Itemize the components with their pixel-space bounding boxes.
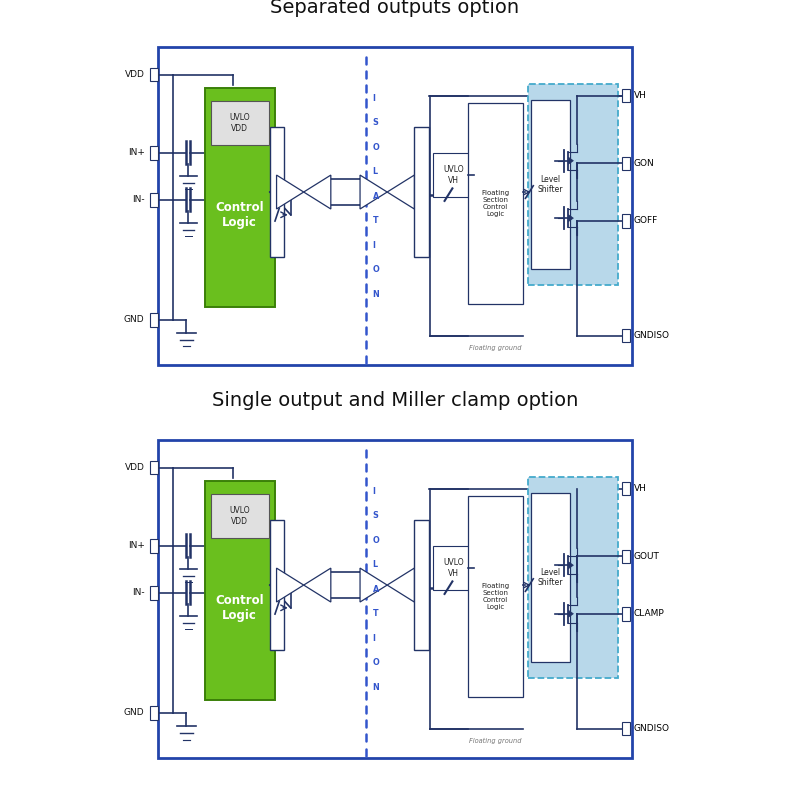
Bar	[433, 153, 474, 197]
Text: IN+: IN+	[128, 542, 145, 550]
Polygon shape	[569, 562, 574, 569]
Text: L: L	[373, 168, 378, 176]
Polygon shape	[360, 569, 387, 602]
Bar	[150, 461, 157, 475]
Bar	[211, 101, 269, 145]
Polygon shape	[303, 175, 331, 209]
Text: O: O	[373, 143, 379, 152]
Text: Level
Shifter: Level Shifter	[537, 568, 563, 588]
Text: VH: VH	[634, 91, 646, 100]
Text: Level
Shifter: Level Shifter	[537, 175, 563, 195]
Bar	[211, 494, 269, 538]
Polygon shape	[276, 175, 303, 209]
Polygon shape	[569, 611, 574, 617]
Text: Floating
Section
Control
Logic: Floating Section Control Logic	[481, 191, 510, 218]
Text: N: N	[373, 683, 379, 692]
Text: GNDISO: GNDISO	[634, 331, 669, 340]
Bar	[150, 706, 157, 719]
Bar	[528, 84, 618, 285]
Title: Single output and Miller clamp option: Single output and Miller clamp option	[212, 391, 578, 410]
Bar	[622, 214, 630, 228]
Bar	[528, 477, 618, 678]
Text: I: I	[373, 94, 375, 102]
Polygon shape	[569, 214, 574, 222]
Text: A: A	[373, 584, 379, 594]
Bar	[157, 440, 633, 758]
Text: I: I	[373, 241, 375, 250]
Text: N: N	[373, 290, 379, 299]
Bar	[157, 47, 633, 365]
Text: GOUT: GOUT	[634, 552, 660, 561]
Text: CLAMP: CLAMP	[634, 609, 664, 619]
Text: I: I	[373, 487, 375, 495]
Text: Control
Logic: Control Logic	[216, 594, 264, 622]
Text: VDD: VDD	[125, 70, 145, 79]
Polygon shape	[387, 569, 414, 602]
Text: GNDISO: GNDISO	[634, 724, 669, 733]
Title: Separated outputs option: Separated outputs option	[270, 0, 520, 17]
Text: GND: GND	[124, 708, 145, 718]
Bar	[468, 103, 523, 304]
Text: UVLO
VH: UVLO VH	[443, 558, 464, 578]
Bar	[269, 520, 284, 650]
Text: T: T	[373, 609, 378, 619]
Text: GON: GON	[634, 159, 654, 168]
Text: IN-: IN-	[132, 588, 145, 597]
Bar	[414, 520, 429, 650]
Bar	[205, 87, 275, 306]
Text: VDD: VDD	[125, 463, 145, 472]
Polygon shape	[387, 175, 414, 209]
Text: IN-: IN-	[132, 195, 145, 204]
Text: I: I	[373, 634, 375, 643]
Bar	[622, 89, 630, 102]
Text: L: L	[373, 561, 378, 569]
Text: T: T	[373, 216, 378, 225]
Bar	[531, 493, 570, 662]
Bar	[622, 722, 630, 735]
Bar	[150, 586, 157, 599]
Polygon shape	[276, 569, 303, 602]
Bar	[433, 546, 474, 590]
Text: IN+: IN+	[128, 148, 145, 157]
Text: S: S	[373, 118, 378, 127]
Text: Floating ground: Floating ground	[469, 738, 521, 744]
Text: A: A	[373, 191, 379, 201]
Bar	[150, 539, 157, 553]
Bar	[150, 313, 157, 326]
Text: O: O	[373, 658, 379, 667]
Text: UVLO
VH: UVLO VH	[443, 165, 464, 185]
Polygon shape	[303, 569, 331, 602]
Text: S: S	[373, 511, 378, 520]
Bar	[622, 549, 630, 563]
Bar	[468, 496, 523, 697]
Bar	[269, 127, 284, 257]
Bar	[622, 329, 630, 342]
Text: Floating ground: Floating ground	[469, 345, 521, 351]
Text: Floating
Section
Control
Logic: Floating Section Control Logic	[481, 584, 510, 611]
Text: UVLO
VDD: UVLO VDD	[229, 114, 250, 133]
Polygon shape	[360, 175, 387, 209]
Bar	[205, 480, 275, 700]
Bar	[150, 67, 157, 82]
Text: O: O	[373, 265, 379, 274]
Text: GOFF: GOFF	[634, 216, 658, 225]
Text: Control
Logic: Control Logic	[216, 201, 264, 229]
Bar	[414, 127, 429, 257]
Bar	[150, 146, 157, 160]
Text: GND: GND	[124, 315, 145, 325]
Text: O: O	[373, 536, 379, 545]
Bar	[622, 482, 630, 495]
Text: UVLO
VDD: UVLO VDD	[229, 507, 250, 526]
Text: VH: VH	[634, 484, 646, 493]
Bar	[150, 193, 157, 206]
Bar	[622, 607, 630, 621]
Polygon shape	[569, 157, 574, 164]
Bar	[531, 100, 570, 269]
Bar	[622, 156, 630, 170]
